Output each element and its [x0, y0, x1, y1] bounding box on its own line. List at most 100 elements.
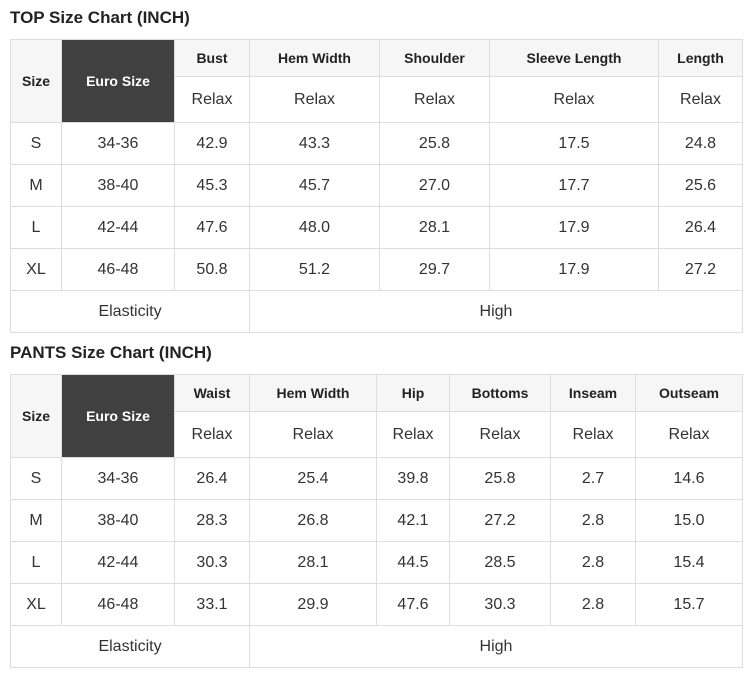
measure-value-cell: 27.2	[449, 499, 551, 542]
fit-type-cell: Relax	[376, 411, 450, 458]
euro-size-column-header: Euro Size	[61, 374, 175, 458]
measure-value-cell: 15.7	[635, 583, 743, 626]
measure-column-header: Bust	[174, 39, 250, 77]
measure-column-header: Hem Width	[249, 39, 380, 77]
measure-value-cell: 26.8	[249, 499, 377, 542]
fit-type-cell: Relax	[449, 411, 551, 458]
fit-type-row: Relax Relax Relax Relax Relax Relax	[11, 411, 743, 458]
size-row-l: L 42-44 30.3 28.1 44.5 28.5 2.8 15.4	[10, 541, 743, 584]
measure-value-cell: 27.0	[379, 164, 490, 207]
size-row-s: S 34-36 26.4 25.4 39.8 25.8 2.7 14.6	[10, 457, 743, 500]
elasticity-label-cell: Elasticity	[10, 625, 250, 668]
measure-value-cell: 17.9	[489, 248, 659, 291]
euro-size-cell: 46-48	[61, 248, 175, 291]
measure-value-cell: 48.0	[249, 206, 380, 249]
top-size-chart-section: TOP Size Chart (INCH) Size Euro Size Bust H…	[10, 8, 743, 333]
elasticity-row: Elasticity High	[10, 625, 743, 668]
size-cell: S	[10, 122, 62, 165]
measure-value-cell: 26.4	[658, 206, 743, 249]
fit-type-cell: Relax	[174, 411, 250, 458]
size-cell: XL	[10, 583, 62, 626]
elasticity-label-cell: Elasticity	[10, 290, 250, 333]
euro-size-cell: 34-36	[61, 122, 175, 165]
measure-header-row: Size Euro Size Waist Hem Width Hip Bottoms Ins…	[10, 374, 743, 458]
size-cell: L	[10, 541, 62, 584]
measure-value-cell: 26.4	[174, 457, 250, 500]
measure-column-header: Inseam	[550, 374, 636, 412]
measure-value-cell: 27.2	[658, 248, 743, 291]
pants-chart-title: PANTS Size Chart (INCH)	[10, 343, 212, 362]
measure-value-cell: 17.5	[489, 122, 659, 165]
measure-value-cell: 25.6	[658, 164, 743, 207]
measure-value-cell: 28.5	[449, 541, 551, 584]
euro-size-cell: 34-36	[61, 457, 175, 500]
size-row-l: L 42-44 47.6 48.0 28.1 17.9 26.4	[10, 206, 743, 249]
measure-header-row: Size Euro Size Bust Hem Width Shoulder Sleeve…	[10, 39, 743, 123]
top-size-chart-table: Size Euro Size Bust Hem Width Shoulder Sleeve…	[10, 39, 743, 333]
fit-type-cell: Relax	[249, 411, 377, 458]
measure-column-header: Hem Width	[249, 374, 377, 412]
measure-column-header: Shoulder	[379, 39, 490, 77]
fit-type-cell: Relax	[174, 76, 250, 123]
elasticity-row: Elasticity High	[10, 290, 743, 333]
euro-size-cell: 38-40	[61, 499, 175, 542]
elasticity-value-cell: High	[249, 290, 743, 333]
measure-value-cell: 25.8	[379, 122, 490, 165]
fit-type-cell: Relax	[249, 76, 380, 123]
pants-size-chart-section: PANTS Size Chart (INCH) Size Euro Size Wai…	[10, 343, 743, 668]
measure-value-cell: 2.8	[550, 499, 636, 542]
measure-value-cell: 51.2	[249, 248, 380, 291]
size-row-m: M 38-40 45.3 45.7 27.0 17.7 25.6	[10, 164, 743, 207]
measure-value-cell: 29.9	[249, 583, 377, 626]
measure-column-header: Length	[658, 39, 743, 77]
measure-column-header: Waist	[174, 374, 250, 412]
fit-type-cell: Relax	[489, 76, 659, 123]
euro-size-cell: 38-40	[61, 164, 175, 207]
size-row-m: M 38-40 28.3 26.8 42.1 27.2 2.8 15.0	[10, 499, 743, 542]
measure-value-cell: 47.6	[376, 583, 450, 626]
measure-value-cell: 28.3	[174, 499, 250, 542]
fit-type-cell: Relax	[379, 76, 490, 123]
euro-size-cell: 46-48	[61, 583, 175, 626]
measure-value-cell: 17.9	[489, 206, 659, 249]
pants-size-chart-table: Size Euro Size Waist Hem Width Hip Bottoms Ins…	[10, 374, 743, 668]
measure-value-cell: 25.4	[249, 457, 377, 500]
size-row-s: S 34-36 42.9 43.3 25.8 17.5 24.8	[10, 122, 743, 165]
measure-value-cell: 2.8	[550, 541, 636, 584]
measure-value-cell: 33.1	[174, 583, 250, 626]
measure-value-cell: 25.8	[449, 457, 551, 500]
measure-value-cell: 39.8	[376, 457, 450, 500]
measure-column-header: Bottoms	[449, 374, 551, 412]
measure-value-cell: 24.8	[658, 122, 743, 165]
measure-value-cell: 28.1	[249, 541, 377, 584]
measure-value-cell: 50.8	[174, 248, 250, 291]
measure-column-header: Outseam	[635, 374, 743, 412]
measure-value-cell: 44.5	[376, 541, 450, 584]
measure-value-cell: 29.7	[379, 248, 490, 291]
measure-value-cell: 2.8	[550, 583, 636, 626]
measure-value-cell: 15.4	[635, 541, 743, 584]
measure-value-cell: 15.0	[635, 499, 743, 542]
size-cell: L	[10, 206, 62, 249]
measure-value-cell: 43.3	[249, 122, 380, 165]
measure-value-cell: 30.3	[174, 541, 250, 584]
measure-value-cell: 2.7	[550, 457, 636, 500]
measure-column-header: Hip	[376, 374, 450, 412]
elasticity-value-cell: High	[249, 625, 743, 668]
fit-type-cell: Relax	[635, 411, 743, 458]
size-cell: M	[10, 164, 62, 207]
size-row-xl: XL 46-48 33.1 29.9 47.6 30.3 2.8 15.7	[10, 583, 743, 626]
measure-value-cell: 30.3	[449, 583, 551, 626]
fit-type-row: Relax Relax Relax Relax Relax	[11, 76, 743, 123]
measure-value-cell: 42.9	[174, 122, 250, 165]
euro-size-cell: 42-44	[61, 541, 175, 584]
fit-type-cell: Relax	[658, 76, 743, 123]
size-cell: M	[10, 499, 62, 542]
measure-value-cell: 42.1	[376, 499, 450, 542]
top-chart-title: TOP Size Chart (INCH)	[10, 8, 190, 27]
measure-value-cell: 45.7	[249, 164, 380, 207]
size-cell: S	[10, 457, 62, 500]
size-column-header: Size	[10, 39, 62, 123]
size-cell: XL	[10, 248, 62, 291]
size-column-header: Size	[10, 374, 62, 458]
